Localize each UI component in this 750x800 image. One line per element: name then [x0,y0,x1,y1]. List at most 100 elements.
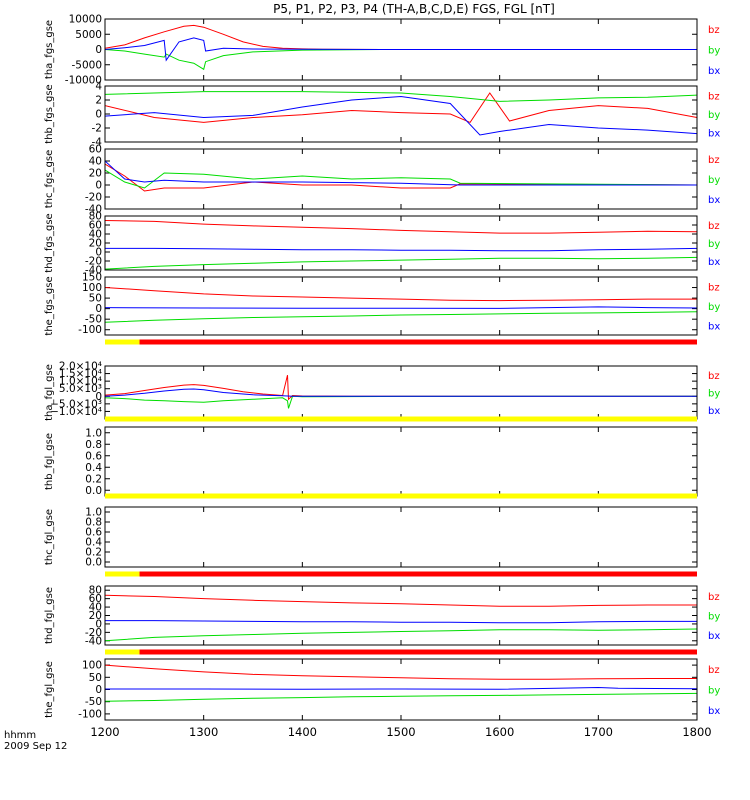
legend-bx: bx [708,321,720,332]
y-tick-label: 0.2 [85,473,102,485]
series-line-bz [105,92,697,124]
y-tick-label: −1.0×10⁴ [50,406,102,418]
y-axis-label: thb_fgl_gse [44,433,55,490]
x-tick-label: 1200 [90,725,119,739]
y-tick-label: 60 [89,220,102,232]
legend-bz: bz [708,221,720,232]
panel-frame [104,276,698,336]
y-tick-label: -4 [92,137,103,149]
y-tick-label: 0 [95,391,102,403]
x-tick-label: 1400 [288,725,317,739]
y-tick-label: 1.5×10⁴ [59,368,102,380]
series-line-by [105,49,697,71]
y-tick-label: 0.6 [85,527,102,539]
y-tick-label: -100 [78,708,102,720]
y-tick-label: -20 [85,627,102,639]
legend-by: by [708,239,720,250]
y-tick-label: 0.0 [85,485,102,497]
y-tick-label: -20 [85,192,102,204]
y-tick-label: 5.0×10³ [59,383,102,395]
y-tick-label: -100 [78,324,102,336]
mode-bar-segment [105,416,697,422]
x-tick-label: 1500 [386,725,415,739]
legend-bz: bz [708,25,720,36]
y-axis-label: tha_fgs_gse [44,20,55,79]
y-axis-label: thc_fgl_gse [44,509,55,565]
series-line-by [105,91,697,102]
y-tick-label: 2.0×10⁴ [59,361,102,373]
y-tick-label: 10000 [69,14,102,26]
panel-frame [104,215,698,271]
series-line-by [105,395,697,409]
y-tick-label: 0.4 [85,462,102,474]
y-tick-label: 50 [89,672,102,684]
y-tick-label: -20 [85,256,102,268]
y-tick-label: 0.8 [85,517,102,529]
y-tick-label: 0 [95,109,102,121]
panel-frame [104,365,698,420]
y-tick-label: 60 [89,144,102,156]
series-line-by [105,169,697,189]
y-tick-label: -5000 [71,59,102,71]
legend-bz: bz [708,155,720,166]
mode-bar-segment [105,571,140,577]
y-tick-label: 0 [95,684,102,696]
legend-by: by [708,302,720,313]
series-line-bz [105,287,697,302]
y-tick-label: 0 [95,44,102,56]
series-line-by [105,311,697,323]
x-tick-label: 1300 [189,725,218,739]
panel-frame [104,585,698,646]
series-line-bx [105,95,697,136]
y-tick-label: -40 [85,635,102,647]
panel-frame [104,18,698,81]
x-tick-label: 1600 [485,725,514,739]
mode-bar-segment [105,649,140,655]
x-tick-label: 1700 [584,725,613,739]
panel-frame [104,426,698,497]
y-tick-label: 1.0 [85,427,102,439]
y-tick-label: 4 [95,81,102,93]
legend-bx: bx [708,631,720,642]
panel-tha_fgs_gse: 10000 5000 0 -5000 -10000 tha_fgs_gse bz by bx [44,14,720,87]
y-tick-label: -40 [85,265,102,277]
y-tick-label: 80 [89,585,102,597]
y-axis-label: tha_fgl_gse [44,364,55,421]
y-tick-label: -50 [85,314,102,326]
y-tick-label: 1.0×10⁴ [59,376,102,388]
y-axis-label: the_fgs_gse [44,276,55,335]
series-line-bx [105,620,697,624]
series-line-bx [105,686,697,690]
y-tick-label: 80 [89,211,102,223]
legend-by: by [708,612,720,623]
plot-title: P5, P1, P2, P3, P4 (TH-A,B,C,D,E) FGS, F… [273,2,555,16]
y-axis-label: thd_fgl_gse [44,587,55,644]
legend-bx: bx [708,66,720,77]
series-line-bz [105,664,697,680]
date-label: 2009 Sep 12 [4,741,67,752]
y-axis-label: thd_fgs_gse [44,213,55,272]
legend-bx: bx [708,706,720,717]
series-line-bx [105,388,697,397]
y-tick-label: 40 [89,602,102,614]
series-line-bx [105,306,697,309]
y-tick-label: 0.8 [85,439,102,451]
y-tick-label: -40 [85,204,102,216]
time-axis-label: hhmm [4,730,36,741]
legend-by: by [708,686,720,697]
legend-by: by [708,175,720,186]
y-tick-label: 100 [82,660,102,672]
y-tick-label: 40 [89,229,102,241]
series-line-bz [105,594,697,607]
y-tick-label: 5000 [75,29,102,41]
y-tick-label: 150 [82,272,102,284]
legend-bz: bz [708,592,720,603]
mode-bar-segment [105,339,140,345]
series-line-bz [105,163,697,192]
legend-bz: bz [708,371,720,382]
mode-bar-segment [139,571,698,577]
